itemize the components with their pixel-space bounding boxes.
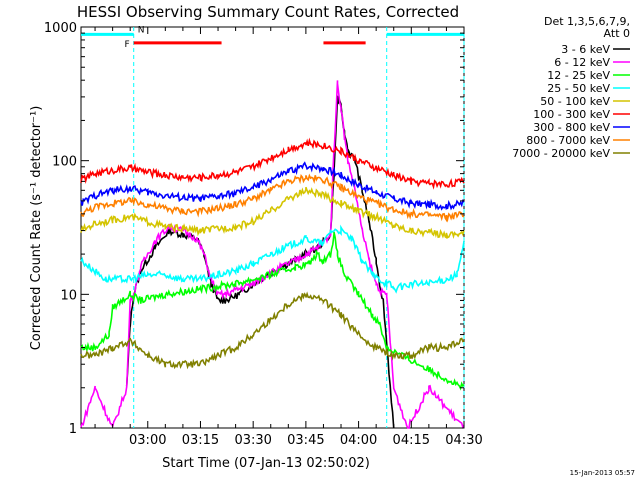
legend-label-1: 6 - 12 keV [554,56,610,69]
x-axis-ticks: 03:00 03:15 03:30 03:45 04:00 04:15 04:30 [94,27,483,448]
y-tick-label-2: 100 [52,155,77,170]
flag-label-N: N [138,25,145,35]
time-markers [133,27,465,428]
plot-frame [80,26,465,429]
flag-label-F: F [125,40,130,50]
x-tick-label-3: 03:45 [287,433,324,448]
x-tick-label-5: 04:15 [393,433,430,448]
x-tick-label-1: 03:15 [182,433,219,448]
y-tick-label-3: 1000 [44,21,77,36]
series-line-0 [125,95,395,428]
legend-header-1: Att 0 [604,27,630,40]
series-line-3 [80,224,465,294]
legend-label-6: 300 - 800 keV [533,121,610,134]
series-line-6 [80,161,465,211]
legend-label-0: 3 - 6 keV [561,43,610,56]
footer-timestamp: 15-Jan-2013 05:57 [570,469,635,477]
legend-label-5: 100 - 300 keV [533,108,610,121]
series-line-4 [80,186,465,240]
plot-area: FN 03:00 03:15 03:30 03:45 04:00 04:15 04:30 1… [44,21,483,448]
series-line-5 [80,137,465,190]
y-tick-label-1: 10 [60,288,77,303]
legend-label-4: 50 - 100 keV [540,95,610,108]
chart-title: HESSI Observing Summary Count Rates, Cor… [77,3,459,21]
series-line-2 [80,231,465,391]
series-line-7 [80,173,465,223]
legend-label-8: 7000 - 20000 keV [512,147,610,160]
y-axis-label: Corrected Count Rate (s⁻¹ detector⁻¹) [29,106,44,351]
series-line-1 [80,80,465,429]
legend-label-2: 12 - 25 keV [547,69,610,82]
x-axis-label: Start Time (07-Jan-13 02:50:02) [162,456,370,471]
x-tick-label-0: 03:00 [129,433,166,448]
legend-header-0: Det 1,3,5,6,7,9, [544,15,630,28]
y-axis-ticks: 1 10 100 1000 [44,21,464,437]
x-tick-label-2: 03:30 [234,433,271,448]
series-group [80,80,465,429]
legend-label-3: 25 - 50 keV [547,82,610,95]
status-flags: FN [81,25,464,50]
x-tick-label-4: 04:00 [340,433,377,448]
legend-label-7: 800 - 7000 keV [526,134,610,147]
y-tick-label-0: 1 [69,422,77,437]
series-line-8 [80,291,465,370]
x-tick-label-6: 04:30 [445,433,482,448]
